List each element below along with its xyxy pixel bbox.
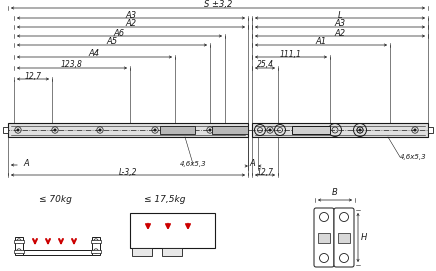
- Text: 111,1: 111,1: [280, 50, 302, 59]
- Bar: [3, 127, 8, 133]
- Text: L-3,2: L-3,2: [119, 167, 137, 176]
- Bar: [428, 127, 433, 133]
- Text: A1: A1: [315, 37, 327, 47]
- Text: A4: A4: [89, 50, 100, 59]
- Bar: [14, 240, 24, 243]
- Bar: [8, 123, 248, 137]
- FancyBboxPatch shape: [334, 208, 354, 267]
- Text: A: A: [23, 159, 29, 167]
- Bar: [338, 233, 350, 243]
- Bar: [23, 250, 92, 255]
- Text: 4,6x5,3: 4,6x5,3: [180, 161, 206, 167]
- Text: B: B: [332, 188, 338, 197]
- Text: A: A: [249, 159, 255, 167]
- Bar: [130, 213, 215, 248]
- Circle shape: [269, 129, 271, 131]
- Text: ≤ 70kg: ≤ 70kg: [38, 195, 72, 205]
- Bar: [318, 233, 330, 243]
- Text: 12,7: 12,7: [24, 72, 41, 80]
- Circle shape: [309, 129, 311, 131]
- Bar: [92, 237, 100, 255]
- Circle shape: [54, 129, 56, 131]
- Bar: [292, 126, 330, 134]
- Text: 25,4: 25,4: [256, 60, 273, 69]
- Text: H: H: [361, 233, 367, 242]
- Bar: [212, 126, 248, 134]
- Circle shape: [17, 129, 19, 131]
- Text: A3: A3: [126, 11, 136, 20]
- Circle shape: [154, 129, 156, 131]
- Text: A2: A2: [334, 28, 346, 37]
- Bar: [91, 240, 101, 243]
- Bar: [160, 126, 195, 134]
- Text: S ±3,2: S ±3,2: [204, 1, 232, 9]
- Circle shape: [359, 129, 361, 131]
- Text: 4,6x5,3: 4,6x5,3: [400, 154, 426, 160]
- Bar: [15, 237, 23, 255]
- Text: A3: A3: [334, 20, 346, 28]
- Bar: [91, 250, 101, 253]
- Circle shape: [414, 129, 416, 131]
- Text: ≤ 17,5kg: ≤ 17,5kg: [144, 195, 186, 205]
- Circle shape: [209, 129, 211, 131]
- Text: 123,8: 123,8: [61, 60, 83, 69]
- Bar: [14, 250, 24, 253]
- Circle shape: [99, 129, 101, 131]
- Text: 12,7: 12,7: [256, 167, 273, 176]
- Text: A6: A6: [114, 28, 125, 37]
- FancyBboxPatch shape: [314, 208, 334, 267]
- Text: A5: A5: [106, 37, 118, 47]
- Bar: [132, 248, 152, 256]
- Bar: [162, 248, 182, 256]
- Bar: [252, 123, 428, 137]
- Text: A2: A2: [126, 20, 136, 28]
- Text: L: L: [338, 11, 342, 20]
